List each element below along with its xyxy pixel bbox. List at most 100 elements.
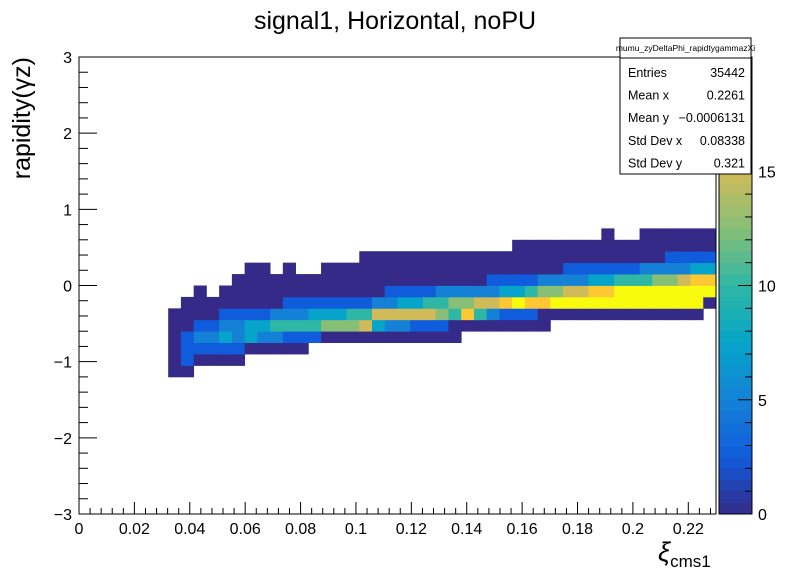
heatmap-bin [499,262,513,275]
heatmap-bin [219,285,233,298]
heatmap-bin [384,319,398,332]
heatmap-bin [703,296,717,309]
heatmap-bin [244,296,258,309]
palette-band [719,365,752,378]
heatmap-bin [372,331,386,344]
heatmap-bin [193,319,207,332]
heatmap-bin [499,308,513,321]
stats-row-value: −0.0006131 [679,111,745,125]
heatmap-bin [206,296,220,309]
x-tick-label: 0.08 [285,521,316,538]
heatmap-bin [652,308,666,321]
heatmap-bin [295,319,309,332]
heatmap-bin [614,308,628,321]
heatmap-bin [308,331,322,344]
heatmap-bin [575,296,589,309]
palette-band [719,216,752,229]
palette-band [719,171,752,184]
heatmap-bin [295,285,309,298]
heatmap-bin [677,296,691,309]
heatmap-bin [601,262,615,275]
heatmap-bin [690,228,704,241]
heatmap-bin [410,331,424,344]
x-tick-label: 0.12 [396,521,427,538]
heatmap-bin [690,308,704,321]
stats-row-value: 0.321 [714,156,745,170]
heatmap-bin [346,296,360,309]
heatmap-bin [563,308,577,321]
heatmap-bin [384,331,398,344]
heatmap-bin [652,262,666,275]
palette-band [719,308,752,321]
heatmap-bin [346,274,360,286]
heatmap-bin [257,262,271,275]
heatmap-bin [206,354,220,366]
heatmap-bin [690,262,704,275]
z-tick-label: 0 [758,507,767,524]
x-tick-label: 0 [75,521,84,538]
heatmap-bin [180,308,195,321]
heatmap-bin [512,262,526,275]
palette-band [719,239,752,252]
heatmap-bin [461,262,475,275]
heatmap-bin [257,285,271,298]
heatmap-bin [372,274,386,286]
heatmap-bin [537,308,551,321]
stats-row-label: Std Dev x [628,134,683,148]
heatmap-bin [308,308,322,321]
heatmap-bin [461,296,475,309]
stats-row-value: 35442 [710,66,745,80]
heatmap-bin [435,262,449,275]
heatmap-bin [295,296,309,309]
heatmap-bin [537,274,551,286]
heatmap-bin [321,262,335,275]
heatmap-bin [550,262,564,275]
heatmap-bin [359,251,373,264]
heatmap-bin [180,319,195,332]
heatmap-bin [359,274,373,286]
x-tick-label: 0.04 [174,521,205,538]
heatmap-bin [282,342,296,355]
heatmap-bin [333,296,347,309]
palette-band [719,491,752,503]
heatmap-bin [219,342,233,355]
heatmap-bin [626,239,640,252]
heatmap-bin [346,308,360,321]
heatmap-bin [499,274,513,286]
heatmap-bin [397,262,411,275]
heatmap-bin [422,308,437,321]
z-tick-label: 10 [758,279,776,296]
heatmap-bin [575,274,589,286]
heatmap-bin [563,274,577,286]
heatmap-bin [588,262,602,275]
stats-histogram-name: mumu_zyDeltaPhi_rapidtygammazXi [616,43,755,53]
palette-band [719,319,752,332]
heatmap-bin [677,251,691,264]
palette-band [719,434,752,446]
heatmap-bin [359,319,373,332]
heatmap-bin [448,262,462,275]
heatmap-bin [524,319,539,332]
heatmap-bin [410,274,424,286]
heatmap-bin [231,319,246,332]
heatmap-bin [499,296,513,309]
heatmap-bin [665,262,679,275]
y-axis-label: rapidity(γz) [8,57,36,179]
heatmap-bin [308,296,322,309]
heatmap-bin [690,285,704,298]
heatmap-bin [422,262,437,275]
heatmap-bin [219,354,233,366]
heatmap-bin [537,251,551,264]
heatmap-bin [626,308,640,321]
heatmap-bin [703,228,717,241]
heatmap-bin [384,285,398,298]
heatmap-bin [372,308,386,321]
x-tick-label: 0.18 [562,521,593,538]
heatmap-bin [461,308,475,321]
heatmap-bin [512,251,526,264]
heatmap-bin [639,274,653,286]
heatmap-bin [206,331,220,344]
heatmap-bin [524,296,539,309]
heatmap-bin [537,319,551,332]
x-tick-label: 0.2 [622,521,644,538]
